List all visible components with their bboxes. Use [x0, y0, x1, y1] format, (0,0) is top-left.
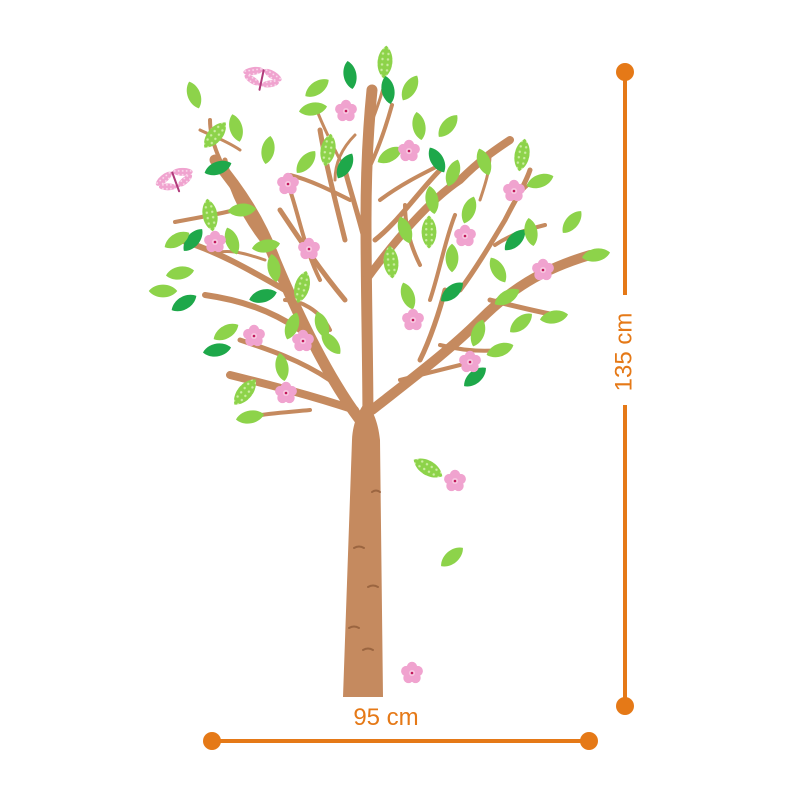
leaf-icon — [321, 332, 341, 354]
leaf-icon — [461, 196, 477, 224]
leaf-icon — [275, 352, 289, 382]
leaf-icon — [165, 266, 195, 280]
leaf-icon — [562, 211, 582, 233]
blossom-icon — [204, 230, 226, 253]
leaf-icon — [445, 159, 461, 187]
leaf-icon — [489, 257, 507, 283]
blossom-icon — [532, 258, 554, 281]
leaf-icon — [425, 185, 439, 215]
leaf-icon — [486, 342, 514, 358]
leaf-icon — [251, 239, 281, 253]
dimension-endpoint-right — [580, 732, 598, 750]
leaf-icon — [298, 102, 328, 116]
height-dimension-line: 135 cm — [604, 63, 646, 715]
leaf-icon — [224, 227, 240, 255]
leaf-icon — [438, 115, 458, 137]
leaf-icon — [470, 319, 486, 347]
width-label: 95 cm — [353, 704, 418, 731]
leaf-icon — [381, 75, 395, 105]
leaf-icon — [234, 379, 256, 405]
leaf-icon — [476, 148, 492, 176]
leaf-icon — [524, 217, 538, 247]
leaf-icon — [401, 75, 419, 101]
leaf-icon — [305, 79, 329, 97]
blossom-icon — [444, 469, 466, 492]
leaf-icon — [204, 122, 226, 148]
leaf-icon — [383, 245, 399, 279]
leaf-icon — [504, 229, 526, 251]
leaf-icon — [464, 367, 486, 387]
leaf-icon — [213, 323, 239, 341]
leaf-icon — [428, 147, 446, 173]
leaf-icon — [413, 458, 443, 478]
leaf-icon — [202, 198, 218, 232]
leaf-icon — [314, 311, 330, 339]
leaf-icon — [510, 313, 532, 333]
leaf-icon — [494, 288, 520, 306]
leaf-icon — [397, 216, 413, 244]
blossom-icon — [459, 350, 481, 373]
leaf-icon — [377, 146, 403, 164]
dimension-endpoint-top — [616, 63, 634, 81]
blossom-icon — [398, 139, 420, 162]
leaf-icon — [229, 114, 243, 142]
leaf-icon — [377, 45, 393, 79]
dimension-endpoint-bottom — [616, 697, 634, 715]
dimension-endpoint-left — [203, 732, 221, 750]
leaf-icon — [445, 243, 459, 273]
blossom-icon — [335, 99, 357, 122]
leaf-icon — [183, 229, 203, 251]
leaf-icon — [186, 81, 202, 109]
leaf-icon — [267, 253, 281, 283]
blossom-icon — [503, 179, 525, 202]
leaves — [148, 45, 611, 567]
blossom-icon — [454, 224, 476, 247]
leaf-icon — [171, 294, 197, 312]
blossom-icon — [243, 324, 265, 347]
leaf-icon — [581, 248, 611, 262]
leaf-icon — [284, 312, 300, 340]
dragonfly-icon — [155, 167, 193, 193]
leaf-icon — [441, 547, 463, 567]
leaf-icon — [412, 111, 426, 141]
leaf-icon — [204, 160, 232, 176]
leaf-icon — [164, 231, 190, 249]
leaf-icon — [249, 289, 277, 303]
leaf-icon — [202, 343, 232, 357]
height-label: 135 cm — [610, 313, 637, 392]
leaf-icon — [320, 133, 336, 167]
blossom-icon — [402, 308, 424, 331]
leaf-icon — [441, 282, 463, 302]
leaf-icon — [261, 135, 275, 165]
leaf-icon — [296, 151, 316, 173]
bark-marks — [348, 489, 381, 651]
leaf-icon — [336, 153, 354, 179]
leaf-icon — [421, 215, 437, 249]
leaf-icon — [526, 173, 554, 189]
leaf-icon — [400, 282, 416, 310]
width-dimension-line: 95 cm — [203, 704, 598, 750]
leaf-icon — [235, 410, 265, 424]
dragonfly-icon — [243, 66, 282, 91]
leaf-icon — [227, 203, 257, 217]
leaf-icon — [514, 138, 530, 172]
leaf-icon — [343, 60, 357, 90]
leaf-icon — [539, 310, 569, 324]
leaf-icon — [294, 271, 310, 303]
blossom-icon — [401, 661, 423, 684]
leaf-icon — [148, 284, 178, 298]
